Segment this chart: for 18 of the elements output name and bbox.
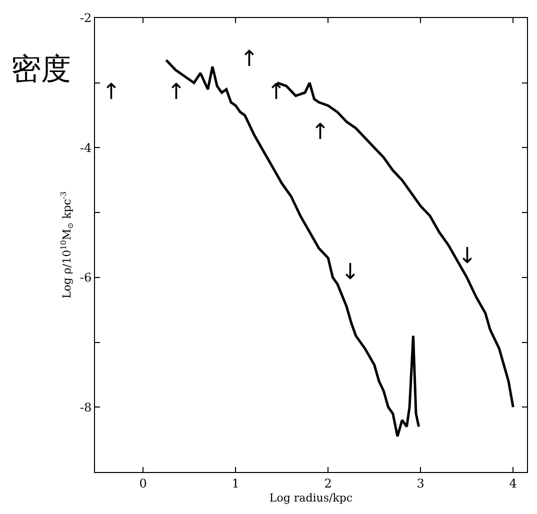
y-tick-label: -2 xyxy=(80,11,92,26)
x-tick-label: 3 xyxy=(416,476,424,490)
x-tick-label: 1 xyxy=(232,476,240,490)
annotation: ↓ xyxy=(341,260,360,285)
annotation: ↑ xyxy=(267,80,286,105)
y-tick-label: -8 xyxy=(80,400,92,414)
annotation: ↑ xyxy=(311,120,330,145)
annotation: ↑ xyxy=(240,47,258,72)
x-tick-label: 4 xyxy=(509,476,518,490)
x-axis-title: Log radius/kpc xyxy=(269,492,353,505)
text: 密度 xyxy=(11,52,71,87)
annotation: ↑ xyxy=(102,80,120,105)
x-tick-label: 2 xyxy=(324,476,332,490)
annotation: ↑ xyxy=(167,80,186,105)
y-tick-label: -4 xyxy=(80,140,92,155)
annotation: ↓ xyxy=(458,244,476,269)
y-tick-label: -6 xyxy=(80,270,92,285)
x-tick-label: 0 xyxy=(139,476,147,490)
